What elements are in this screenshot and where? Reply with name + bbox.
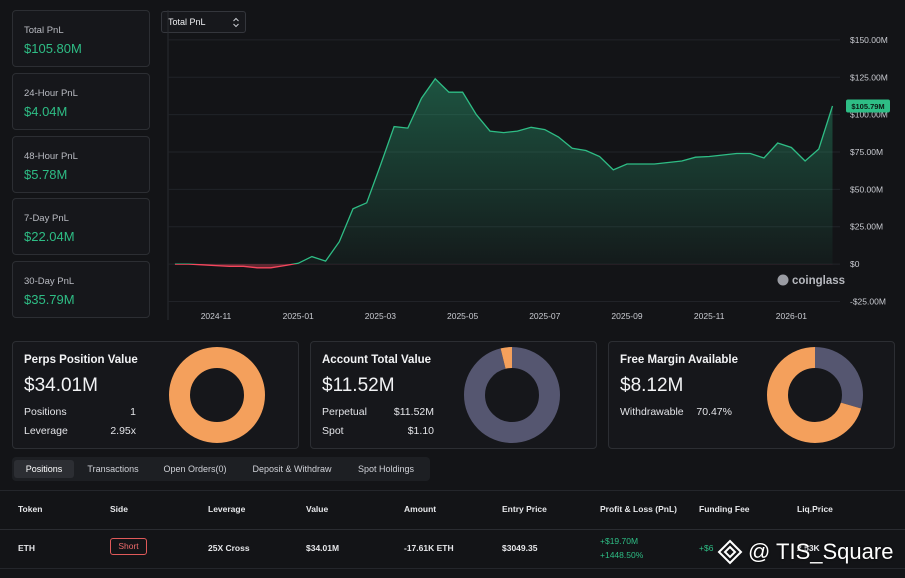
card-row: Spot $1.10 — [322, 425, 434, 437]
stat-label: 24-Hour PnL — [24, 87, 78, 99]
stat-label: 48-Hour PnL — [24, 150, 78, 162]
table-header: Entry Price — [502, 504, 547, 514]
row-separator — [0, 568, 905, 569]
pnl-selector[interactable]: Total PnL — [161, 11, 246, 33]
card-row: Withdrawable 70.47% — [620, 406, 732, 418]
pnl-cell: +1448.50% — [600, 550, 644, 560]
table-cell: 2.53K — [797, 543, 820, 553]
tab[interactable]: Transactions — [87, 464, 139, 474]
card-title: Free Margin Available — [620, 354, 739, 366]
table-header: Value — [306, 504, 329, 514]
stat-card: Total PnL $105.80M — [12, 10, 150, 67]
stat-label: 7-Day PnL — [24, 213, 69, 225]
row-value: $11.52M — [393, 406, 434, 418]
stat-value: $5.78M — [24, 166, 68, 182]
row-value: 1 — [130, 406, 136, 418]
row-value: $1.10 — [407, 425, 434, 437]
table-cell: $34.01M — [306, 543, 340, 553]
row-key: Withdrawable — [620, 406, 684, 418]
card-value: $11.52M — [322, 375, 395, 396]
table-header: Side — [110, 504, 128, 514]
table-cell: $3049.35 — [502, 543, 538, 553]
row-value: 2.95x — [110, 425, 136, 437]
table-cell: ETH — [18, 543, 35, 553]
table-header-bg — [0, 490, 905, 530]
stat-value: $35.79M — [24, 292, 75, 308]
row-key: Spot — [322, 425, 344, 437]
card-row: Perpetual $11.52M — [322, 406, 434, 418]
summary-card: Account Total Value $11.52M Perpetual $11.5… — [310, 341, 597, 449]
stat-value: $105.80M — [24, 41, 82, 56]
pnl-cell: +$19.70M — [600, 536, 639, 546]
side-badge: Short — [110, 538, 147, 555]
summary-card: Free Margin Available $8.12M Withdrawable 7… — [608, 341, 895, 449]
card-title: Perps Position Value — [24, 354, 138, 366]
table-cell: +$6 — [699, 543, 714, 553]
tab[interactable]: Spot Holdings — [357, 464, 415, 474]
card-row: Positions 1 — [24, 406, 136, 418]
stat-label: 30-Day PnL — [24, 276, 75, 288]
row-key: Leverage — [24, 425, 68, 437]
stat-card: 48-Hour PnL $5.78M — [12, 135, 150, 193]
summary-card: Perps Position Value $34.01M Positions 1 Lev… — [12, 341, 299, 449]
tab[interactable]: Deposit & Withdraw — [252, 464, 332, 474]
stat-value: $4.04M — [24, 103, 68, 119]
stat-card: 24-Hour PnL $4.04M — [12, 72, 150, 130]
selector-chevrons — [233, 17, 239, 28]
row-key: Perpetual — [322, 406, 367, 418]
table-cell: -17.61K ETH — [404, 543, 454, 553]
image-watermark: @ TIS_Square — [716, 537, 893, 567]
row-value: 70.47% — [696, 406, 732, 418]
table-header: Leverage — [208, 504, 246, 514]
card-row: Leverage 2.95x — [24, 425, 136, 437]
table-cell: 25X Cross — [208, 543, 250, 553]
tab[interactable]: Positions — [14, 460, 74, 478]
selector-label: Total PnL — [168, 17, 206, 27]
table-header: Profit & Loss (PnL) — [600, 504, 677, 514]
stat-value: $22.04M — [24, 229, 75, 245]
card-value: $34.01M — [24, 375, 98, 396]
watermark-text: @ TIS_Square — [748, 539, 894, 564]
table-header: Amount — [404, 504, 437, 514]
tab[interactable]: Open Orders(0) — [163, 464, 227, 474]
card-value: $8.12M — [620, 375, 684, 396]
row-key: Positions — [24, 406, 67, 418]
table-header: Funding Fee — [699, 504, 750, 514]
watermark-icon — [717, 539, 743, 565]
table-header: Token — [18, 504, 43, 514]
stat-label: Total PnL — [24, 25, 64, 36]
stat-card: 30-Day PnL $35.79M — [12, 261, 150, 319]
card-title: Account Total Value — [322, 354, 432, 366]
stat-card: 7-Day PnL $22.04M — [12, 198, 150, 256]
tab-bar: Positions Transactions Open Orders(0) Depos… — [12, 457, 430, 481]
table-header: Liq.Price — [797, 504, 833, 514]
